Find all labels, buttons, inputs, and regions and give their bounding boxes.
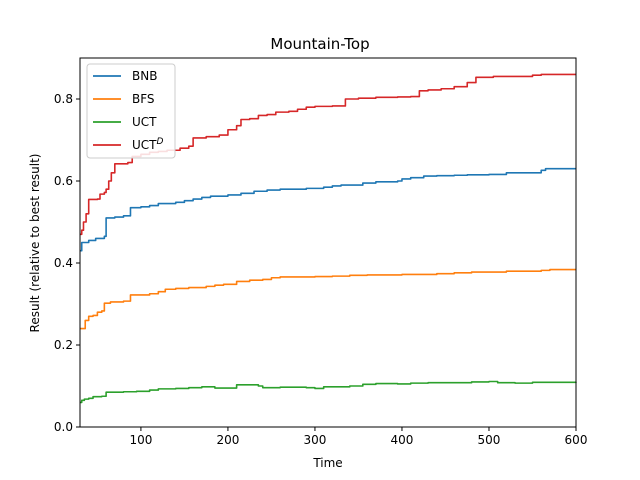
y-axis: 0.0 0.2 0.4 0.6 0.8 xyxy=(54,92,80,434)
legend-box xyxy=(86,63,176,159)
series-line-0 xyxy=(80,167,576,252)
y-tick-label: 0.8 xyxy=(54,92,73,106)
series-layer xyxy=(80,73,577,404)
y-axis-label: Result (relative to best result) xyxy=(28,154,42,333)
plot-frame xyxy=(79,57,577,428)
x-tick-label: 200 xyxy=(216,433,239,447)
y-tick-label: 0.0 xyxy=(54,420,73,434)
x-axis: 100 200 300 400 500 600 xyxy=(129,427,587,447)
y-tick-label: 0.4 xyxy=(54,256,73,270)
series-line-2 xyxy=(80,380,577,404)
x-tick-label: 300 xyxy=(303,433,326,447)
plot-area xyxy=(80,73,577,404)
x-tick-label: 100 xyxy=(129,433,152,447)
series-line-3 xyxy=(80,73,576,236)
chart-title: Mountain-Top xyxy=(270,35,369,53)
x-axis-label: Time xyxy=(312,456,342,470)
legend-label-3: UCTD xyxy=(132,137,164,152)
y-tick-label: 0.2 xyxy=(54,338,73,352)
series-line-1 xyxy=(80,268,576,330)
x-tick-label: 600 xyxy=(565,433,588,447)
legend-label-2: UCT xyxy=(132,115,157,129)
legend-label-1: BFS xyxy=(132,92,155,106)
legend: BNB BFS UCT UCTD xyxy=(86,63,176,159)
x-tick-label: 400 xyxy=(391,433,414,447)
legend-label-0: BNB xyxy=(132,69,157,83)
y-tick-label: 0.6 xyxy=(54,174,73,188)
x-tick-label: 500 xyxy=(478,433,501,447)
